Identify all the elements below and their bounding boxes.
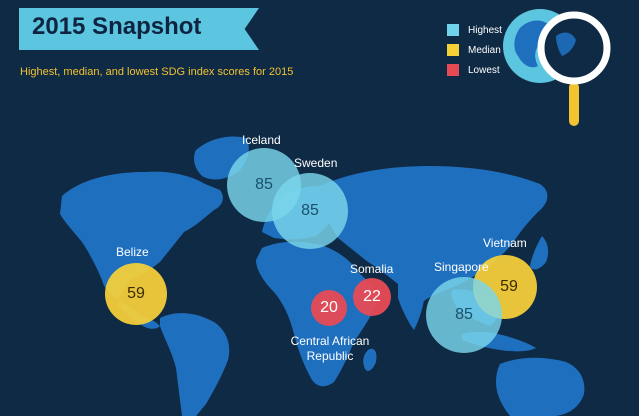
page-title: 2015 Snapshot <box>32 13 202 40</box>
legend-item-highest: Highest <box>447 20 502 40</box>
asia-landmass <box>320 166 548 306</box>
bubble-singapore: 85 <box>426 277 502 353</box>
india-landmass <box>398 278 424 330</box>
label-belize: Belize <box>116 245 149 259</box>
score-sweden: 85 <box>301 202 319 219</box>
legend-label-highest: Highest <box>468 24 502 36</box>
legend-swatch-lowest <box>447 64 459 76</box>
score-singapore: 85 <box>455 306 473 323</box>
legend-item-lowest: Lowest <box>447 60 502 80</box>
label-iceland: Iceland <box>242 133 281 147</box>
bubble-somalia: 22 <box>353 278 391 316</box>
legend-label-median: Median <box>468 44 501 56</box>
page-subtitle: Highest, median, and lowest SDG index sc… <box>20 66 294 78</box>
label-sweden: Sweden <box>294 156 338 170</box>
score-iceland: 85 <box>255 176 273 193</box>
globe-magnifier-icon <box>503 9 611 126</box>
legend-item-median: Median <box>447 40 502 60</box>
legend-swatch-highest <box>447 24 459 36</box>
score-belize: 59 <box>127 285 145 302</box>
legend: Highest Median Lowest <box>447 20 502 80</box>
madagascar-landmass <box>363 348 377 371</box>
bubble-belize: 59 <box>105 263 167 325</box>
score-central-african-republic: 20 <box>320 299 338 316</box>
bubble-sweden: 85 <box>272 173 348 249</box>
japan-landmass <box>530 236 549 270</box>
score-vietnam: 59 <box>500 278 518 295</box>
legend-swatch-median <box>447 44 459 56</box>
north-america-landmass <box>60 171 223 300</box>
label-central-african-republic: Central African Republic <box>290 334 370 363</box>
bubble-central-african-republic: 20 <box>311 290 347 326</box>
score-somalia: 22 <box>363 288 381 305</box>
label-vietnam: Vietnam <box>483 236 527 250</box>
label-somalia: Somalia <box>350 262 394 276</box>
australia-landmass <box>496 357 585 416</box>
south-america-landmass <box>160 313 230 416</box>
title-banner <box>19 8 259 50</box>
legend-label-lowest: Lowest <box>468 64 500 76</box>
label-singapore: Singapore <box>434 260 489 274</box>
